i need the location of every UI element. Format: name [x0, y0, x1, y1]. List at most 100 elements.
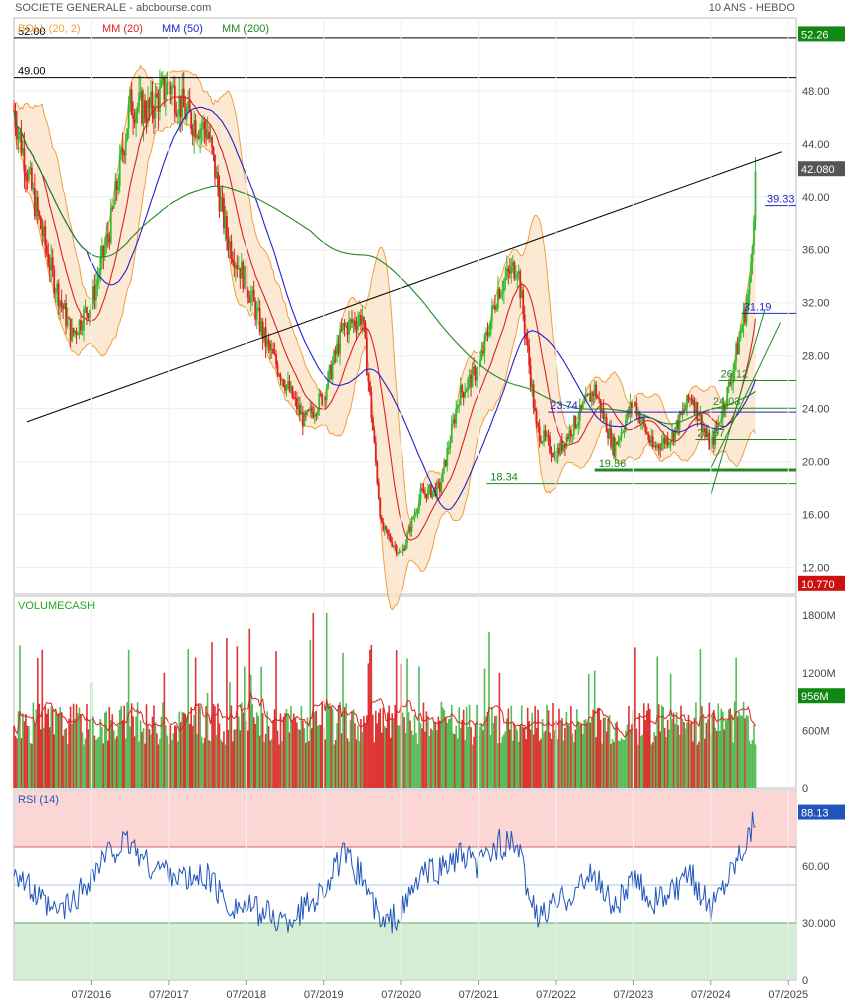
- candle-body: [464, 392, 467, 398]
- candle-body: [63, 303, 66, 310]
- candle-body: [395, 545, 398, 554]
- candle-body: [669, 440, 672, 444]
- candle-body: [494, 305, 496, 310]
- candle-body: [145, 117, 148, 123]
- candle-body: [106, 234, 109, 238]
- candle-body: [601, 408, 604, 412]
- x-tick-label: 07/2017: [149, 989, 189, 1001]
- candle-body: [251, 289, 254, 295]
- candle-body: [217, 172, 219, 188]
- candle-body: [108, 237, 111, 243]
- candle-body: [611, 436, 614, 448]
- candle-body: [233, 262, 236, 269]
- candle-body: [153, 112, 155, 119]
- candle-body: [541, 441, 544, 443]
- candle-body: [92, 286, 94, 305]
- high-price-tag: 52.26: [801, 29, 829, 41]
- candle-body: [501, 291, 504, 294]
- candle-body: [497, 288, 499, 308]
- candle-body: [428, 485, 431, 489]
- candle-body: [139, 91, 142, 93]
- candle-body: [48, 265, 51, 271]
- candle-body: [100, 246, 103, 259]
- candle-body: [246, 290, 249, 298]
- candle-body: [584, 394, 587, 402]
- candle-body: [124, 140, 127, 156]
- candle-body: [516, 273, 519, 278]
- candle-body: [498, 288, 501, 298]
- candle-body: [224, 216, 227, 229]
- candle-body: [452, 419, 455, 424]
- candle-body: [175, 113, 178, 116]
- candle-body: [415, 513, 417, 515]
- candle-body: [291, 386, 294, 398]
- candle-body: [422, 489, 425, 494]
- candle-body: [179, 95, 182, 117]
- candle-body: [616, 442, 618, 445]
- candle-body: [138, 92, 140, 107]
- candle-body: [619, 438, 621, 440]
- candle-body: [441, 468, 444, 483]
- candle-body: [465, 389, 468, 393]
- candle-body: [214, 154, 216, 179]
- rsi-tick-label: 0: [802, 975, 808, 987]
- candle-body: [520, 290, 523, 299]
- trendline: [26, 151, 782, 423]
- candle-body: [328, 365, 331, 373]
- candle-body: [26, 176, 29, 181]
- candle-body: [334, 350, 337, 355]
- candle-body: [264, 327, 267, 347]
- candle-body: [602, 408, 605, 419]
- candle-body: [135, 111, 137, 124]
- candle-body: [711, 436, 714, 446]
- candle-body: [434, 487, 437, 497]
- candle-body: [41, 228, 44, 237]
- candle-body: [231, 258, 234, 263]
- candle-body: [166, 81, 169, 95]
- candle-body: [109, 208, 112, 243]
- candle-body: [620, 432, 623, 439]
- candle-body: [733, 361, 736, 372]
- candle-body: [578, 405, 581, 421]
- candle-body: [727, 382, 730, 387]
- candle-body: [368, 381, 371, 393]
- candle-body: [319, 393, 322, 395]
- candle-body: [712, 436, 715, 445]
- candle-body: [398, 550, 401, 553]
- candle-body: [495, 307, 498, 310]
- candle-body: [257, 308, 260, 310]
- candle-body: [17, 133, 20, 140]
- candle-body: [447, 447, 450, 449]
- candle-body: [304, 413, 307, 415]
- candle-body: [59, 300, 62, 308]
- price-tick-label: 44.00: [802, 139, 830, 151]
- candle-body: [54, 292, 57, 294]
- candle-body: [522, 290, 525, 315]
- candle-body: [209, 137, 212, 139]
- ma50-line: [13, 106, 757, 511]
- candle-body: [196, 136, 199, 138]
- candle-body: [148, 99, 151, 108]
- candle-body: [510, 265, 513, 275]
- candle-body: [553, 451, 556, 458]
- candle-body: [161, 77, 164, 81]
- candle-body: [84, 307, 87, 310]
- candle-body: [401, 548, 404, 553]
- candle-body: [276, 364, 279, 375]
- candle-body: [513, 261, 516, 279]
- candle-body: [650, 436, 653, 444]
- candle-body: [223, 197, 225, 229]
- candle-body: [190, 111, 193, 129]
- candle-body: [587, 393, 590, 395]
- candle-body: [340, 329, 343, 331]
- candle-body: [672, 431, 675, 441]
- candle-body: [53, 269, 56, 294]
- candle-body: [194, 120, 197, 138]
- channel-line-upper: [710, 322, 781, 469]
- candle-body: [525, 334, 528, 340]
- candle-body: [346, 325, 349, 335]
- candle-body: [57, 283, 60, 308]
- candle-body: [385, 526, 388, 530]
- price-tick-label: 12.00: [802, 563, 830, 575]
- candle-body: [199, 128, 202, 139]
